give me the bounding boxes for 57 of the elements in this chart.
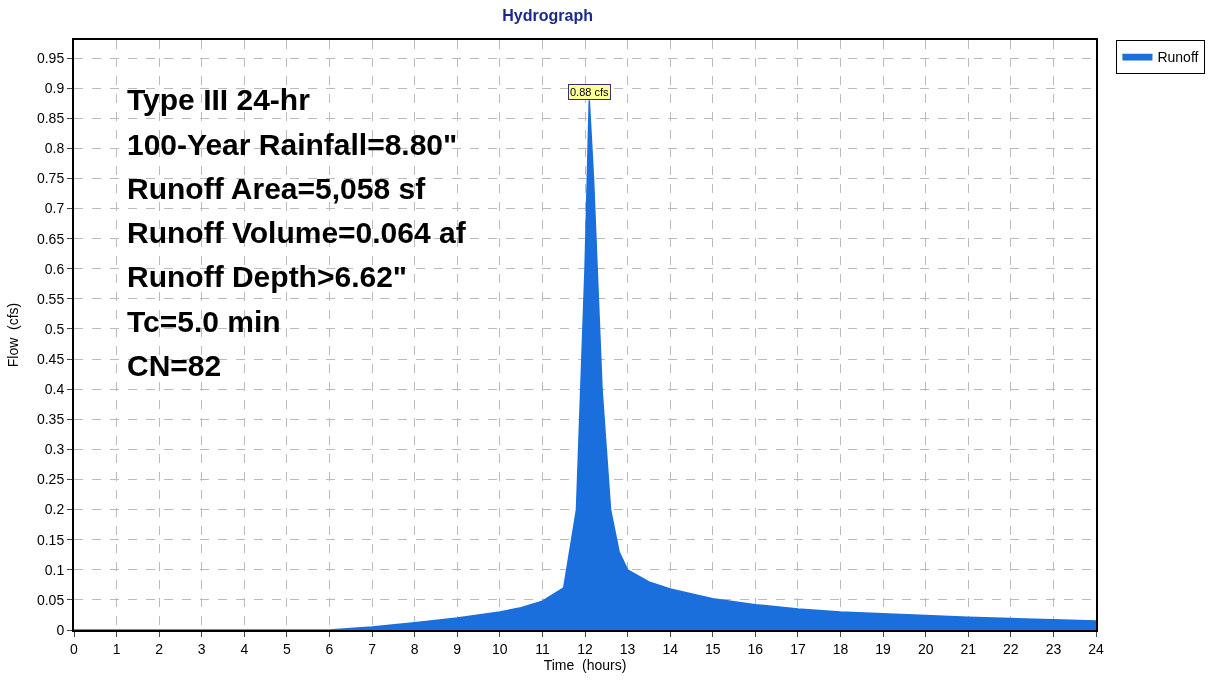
x-tick-label: 2 (155, 640, 164, 657)
x-tick-label: 16 (747, 640, 764, 657)
x-tick-label: 0 (70, 640, 79, 657)
y-tick-label: 0.8 (44, 140, 65, 157)
y-tick-label: 0.4 (44, 381, 65, 398)
annotation: 100-Year Rainfall=8.80" (127, 128, 458, 161)
y-tick-label: 0.95 (36, 49, 65, 66)
legend-label: Runoff (1157, 49, 1199, 66)
x-tick-label: 22 (1003, 640, 1019, 657)
y-tick-label: 0.7 (44, 200, 65, 217)
y-tick-label: 0.55 (36, 290, 65, 307)
y-tick-label: 0.5 (44, 320, 65, 337)
y-tick-label: 0.05 (36, 591, 65, 608)
x-tick-label: 1 (112, 640, 121, 657)
y-tick-label: 0.65 (36, 230, 65, 247)
x-tick-label: 13 (619, 640, 636, 657)
x-tick-label: 12 (577, 640, 593, 657)
x-tick-label: 19 (875, 640, 892, 657)
x-tick-label: 15 (704, 640, 721, 657)
x-tick-label: 8 (410, 640, 419, 657)
x-tick-label: 20 (917, 640, 934, 657)
y-tick-label: 0.2 (44, 501, 65, 518)
x-tick-label: 9 (453, 640, 462, 657)
x-tick-label: 4 (240, 640, 249, 657)
annotation: Type III 24-hr (127, 83, 311, 116)
y-axis-title: Flow (cfs) (5, 302, 22, 368)
y-tick-label: 0.25 (36, 471, 65, 488)
annotation: Runoff Depth>6.62" (127, 260, 408, 293)
x-tick-label: 11 (535, 640, 550, 657)
x-tick-label: 24 (1088, 640, 1104, 657)
y-tick-label: 0.3 (44, 441, 65, 458)
x-tick-label: 10 (492, 640, 508, 657)
annotation: Tc=5.0 min (127, 305, 281, 338)
y-tick-label: 0.9 (44, 80, 65, 97)
y-tick-label: 0.6 (44, 260, 65, 277)
y-tick-label: 0.35 (36, 411, 65, 428)
x-axis-title: Time (hours) (543, 656, 627, 673)
annotation: 0.88 cfs (570, 86, 610, 98)
x-tick-label: 18 (832, 640, 849, 657)
x-tick-label: 5 (283, 640, 292, 657)
x-tick-label: 7 (368, 640, 377, 657)
chart-title: Hydrograph (502, 7, 593, 25)
y-tick-label: 0.45 (36, 350, 65, 367)
x-tick-label: 6 (325, 640, 334, 657)
x-tick-label: 3 (197, 640, 206, 657)
annotation: Runoff Volume=0.064 af (127, 216, 467, 249)
x-tick-label: 21 (960, 640, 977, 657)
y-tick-label: 0.15 (36, 531, 65, 548)
y-tick-label: 0.85 (36, 110, 65, 127)
x-tick-label: 14 (662, 640, 679, 657)
x-tick-label: 17 (790, 640, 806, 657)
annotation: Runoff Area=5,058 sf (127, 172, 427, 205)
annotation: CN=82 (127, 349, 222, 382)
x-tick-label: 23 (1045, 640, 1062, 657)
y-tick-label: 0 (56, 621, 65, 638)
y-tick-label: 0.75 (36, 170, 65, 187)
y-tick-label: 0.1 (44, 561, 65, 578)
